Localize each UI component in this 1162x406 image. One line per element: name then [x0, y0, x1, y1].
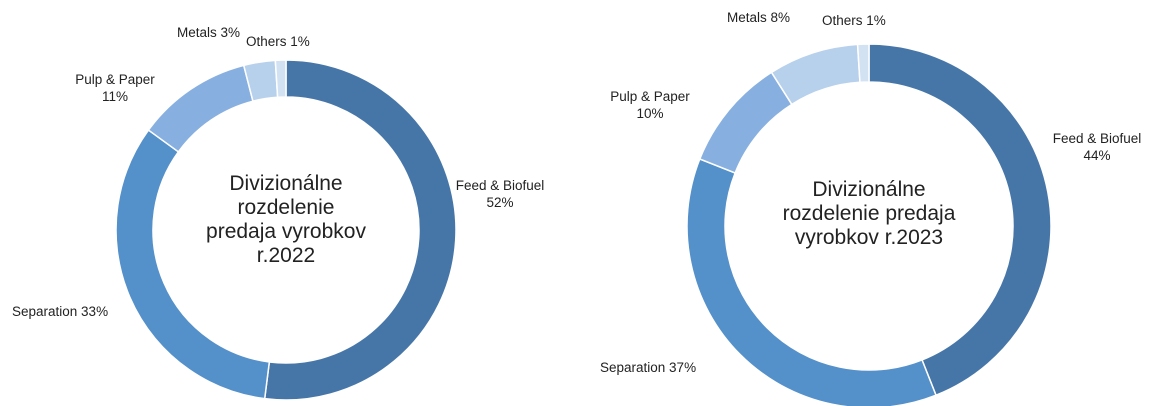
donut-chart-1: Feed & Biofuel 52% Separation 33% Pulp & Pa…	[12, 25, 545, 401]
chart-center-title: Divizionálne rozdelenie predaja vyrobkov r.…	[206, 172, 366, 267]
slice-label-feed-biofuel: Feed & Biofuel 52%	[456, 178, 545, 210]
slice-pulp-paper	[147, 64, 254, 153]
slice-feed-biofuel	[263, 59, 457, 401]
slice-label-separation: Separation 37%	[600, 360, 696, 375]
slice-label-pulp-paper: Pulp & Paper 10%	[610, 89, 690, 121]
slice-label-others: Others 1%	[822, 13, 886, 28]
slice-label-separation: Separation 33%	[12, 304, 108, 319]
slice-pulp-paper	[698, 71, 793, 174]
slice-label-metals: Metals 3%	[177, 25, 240, 40]
slice-label-pulp-paper: Pulp & Paper 11%	[75, 72, 155, 104]
slice-others	[274, 59, 287, 99]
slice-feed-biofuel	[868, 43, 1052, 397]
chart-center-title: Divizionálne rozdelenie predaja vyrobkov r…	[783, 178, 956, 249]
slice-label-metals: Metals 8%	[727, 10, 790, 25]
slice-others	[856, 43, 870, 84]
slice-separation	[115, 129, 271, 400]
slice-label-feed-biofuel: Feed & Biofuel 44%	[1053, 131, 1142, 163]
donut-chart-2: Feed & Biofuel 44% Separation 37% Pulp & Pa…	[600, 10, 1141, 406]
slice-label-others: Others 1%	[246, 34, 310, 49]
